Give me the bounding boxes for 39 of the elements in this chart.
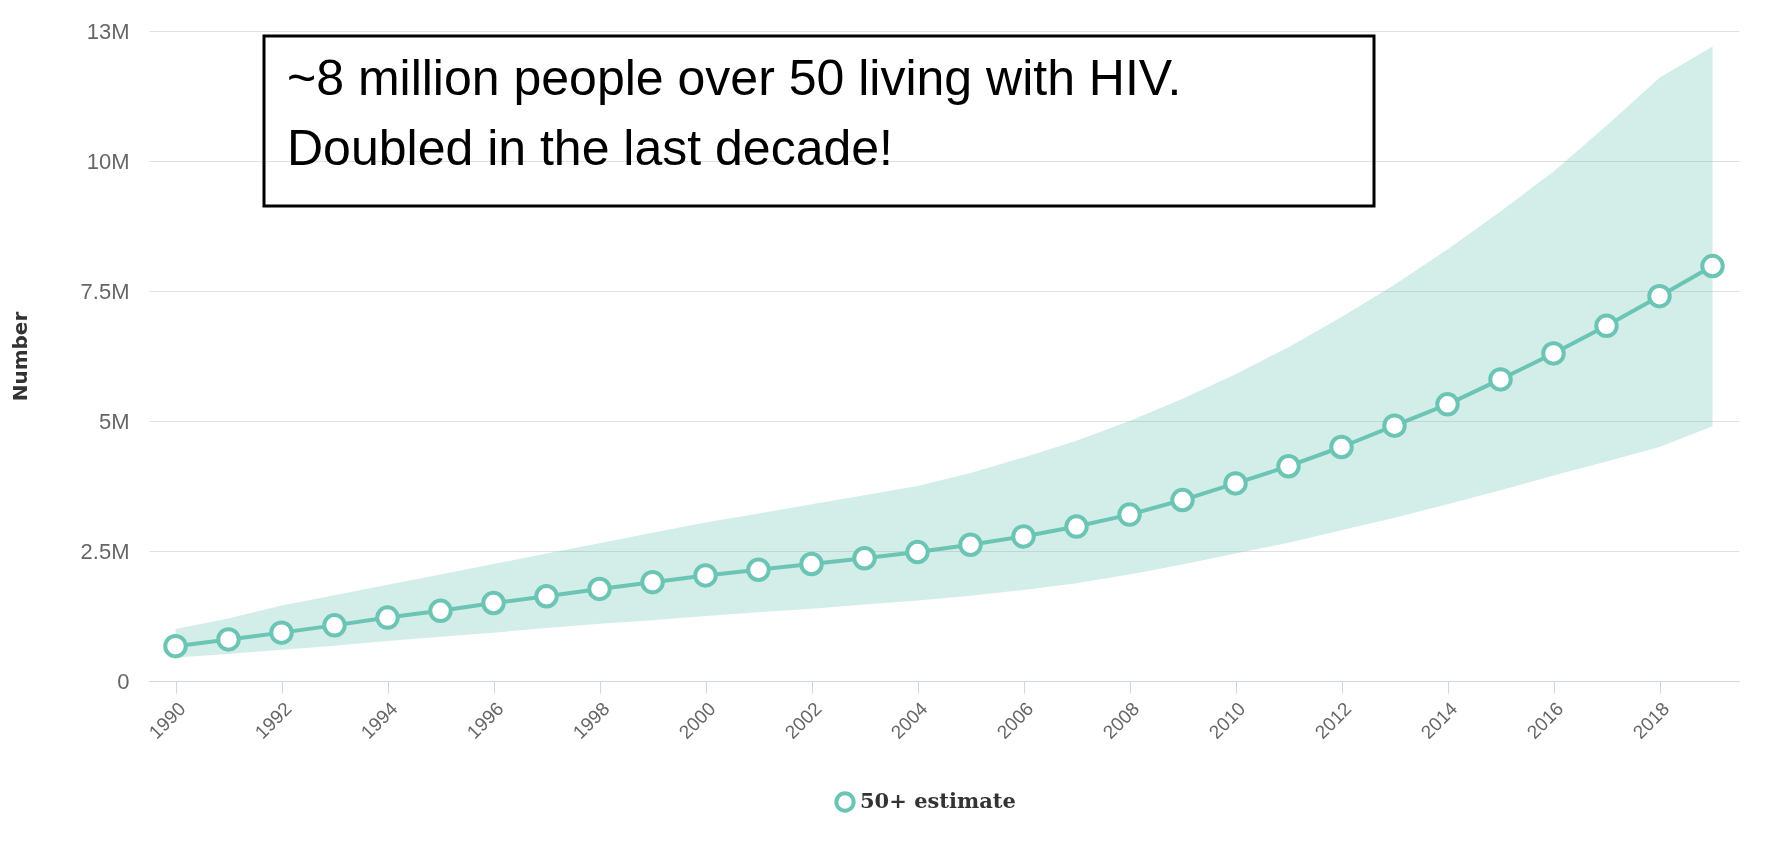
- legend-label: 50+ estimate: [860, 788, 1016, 813]
- point: [1541, 341, 1566, 366]
- point: [375, 605, 400, 630]
- point: [534, 584, 559, 609]
- point: [640, 569, 665, 595]
- point: [1382, 413, 1407, 438]
- point: [587, 576, 612, 602]
- y-tick-label: 5M: [98, 408, 130, 434]
- point: [958, 532, 983, 557]
- point: [852, 546, 877, 571]
- point: [1170, 487, 1195, 513]
- point: [1329, 434, 1354, 460]
- y-tick-label: 2.5M: [80, 538, 130, 564]
- point: [481, 590, 506, 616]
- point: [163, 633, 188, 659]
- point: [1488, 367, 1513, 392]
- point: [428, 598, 453, 624]
- point: [1276, 454, 1301, 479]
- point: [799, 551, 824, 577]
- point: [1594, 313, 1619, 339]
- point: [746, 557, 771, 582]
- point: [269, 620, 294, 645]
- annotation: ~8 million people over 50 living with HIV. Doubled in the last decade!: [287, 50, 1182, 176]
- y-tick-label: 10M: [86, 148, 130, 174]
- point: [1435, 392, 1460, 417]
- y-tick-label: 7.5M: [80, 278, 130, 304]
- point: [1011, 524, 1036, 549]
- point: [322, 613, 347, 638]
- point: [1117, 502, 1142, 527]
- point: [1647, 283, 1672, 309]
- y-tick-label: 0: [117, 668, 130, 694]
- y-axis-title: Number: [7, 311, 32, 402]
- point: [1064, 514, 1089, 539]
- point: [1700, 253, 1725, 279]
- point: [216, 627, 241, 652]
- point: [1223, 471, 1248, 496]
- point: [905, 539, 930, 565]
- y-tick-label: 13M: [86, 18, 130, 44]
- point: [693, 563, 718, 588]
